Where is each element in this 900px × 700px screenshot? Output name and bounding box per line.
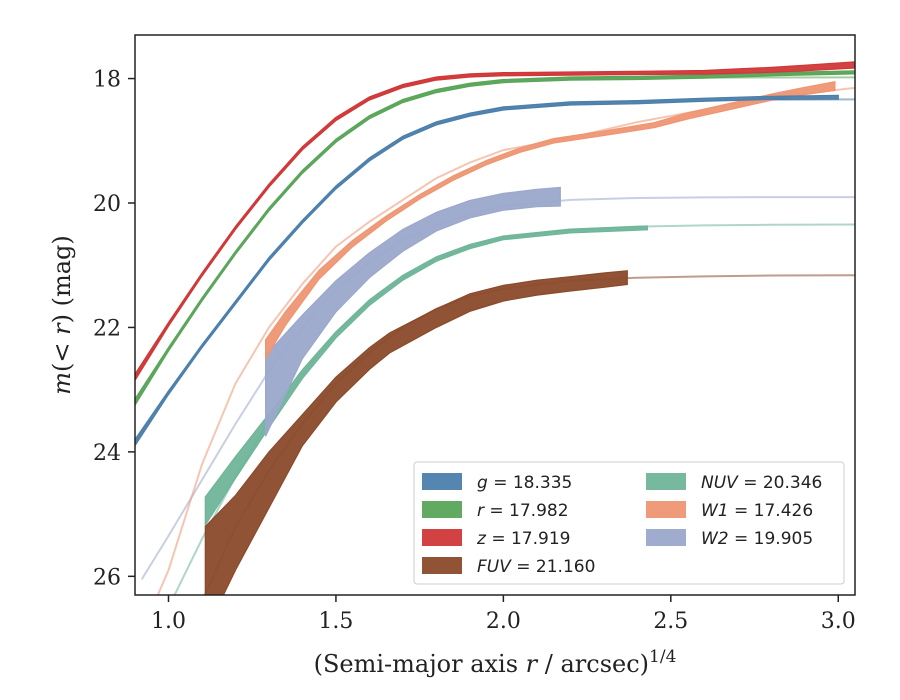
y-axis-title: m(< r) (mag) [48,235,76,395]
model-curve-w1 [156,86,855,595]
data-band-g [135,94,839,447]
y-tick-label: 24 [93,441,121,466]
data-band-nuv [204,225,648,528]
series-layer [135,61,855,595]
x-tick-label: 1.5 [318,609,353,634]
legend-label-w1: W1 = 17.426 [701,501,813,521]
data-band-w2 [265,186,561,437]
legend-label-w2: W2 = 19.905 [701,529,813,549]
legend-label-r: r = 17.982 [477,501,569,521]
x-tick-label: 3.0 [821,609,856,634]
y-tick-label: 26 [93,565,121,590]
plot-frame [134,34,856,596]
data-band-fuv [204,270,628,595]
y-tick-label: 20 [93,192,121,217]
legend-swatch-w1 [646,501,686,518]
legend-swatch-g [422,473,462,490]
x-tick-label: 1.0 [151,609,186,634]
x-axis-title: (Semi-major axis r / arcsec)1/4 [314,647,677,678]
data-band-z [135,61,855,382]
x-tick-label: 2.0 [486,609,521,634]
legend-swatch-w2 [646,529,686,546]
legend-swatch-fuv [422,557,462,574]
y-tick-label: 18 [93,68,121,93]
tick-layer: 1.0 1.5 2.0 2.5 3.0 18 20 22 24 26 [93,68,856,634]
legend-label-g: g = 18.335 [477,473,572,493]
legend-swatch-r [422,501,462,518]
legend-label-fuv: FUV = 21.160 [477,557,595,577]
legend: g = 18.335 r = 17.982 z = 17.919 FUV = 21.1… [413,461,845,585]
data-band-w1 [265,80,836,361]
legend-label-nuv: NUV = 20.346 [701,473,822,493]
legend-swatch-z [422,529,462,546]
legend-label-z: z = 17.919 [476,529,570,549]
y-tick-label: 22 [93,316,121,341]
legend-frame [413,461,845,585]
legend-swatch-nuv [646,473,686,490]
data-band-r [135,70,855,407]
x-tick-label: 2.5 [653,609,688,634]
